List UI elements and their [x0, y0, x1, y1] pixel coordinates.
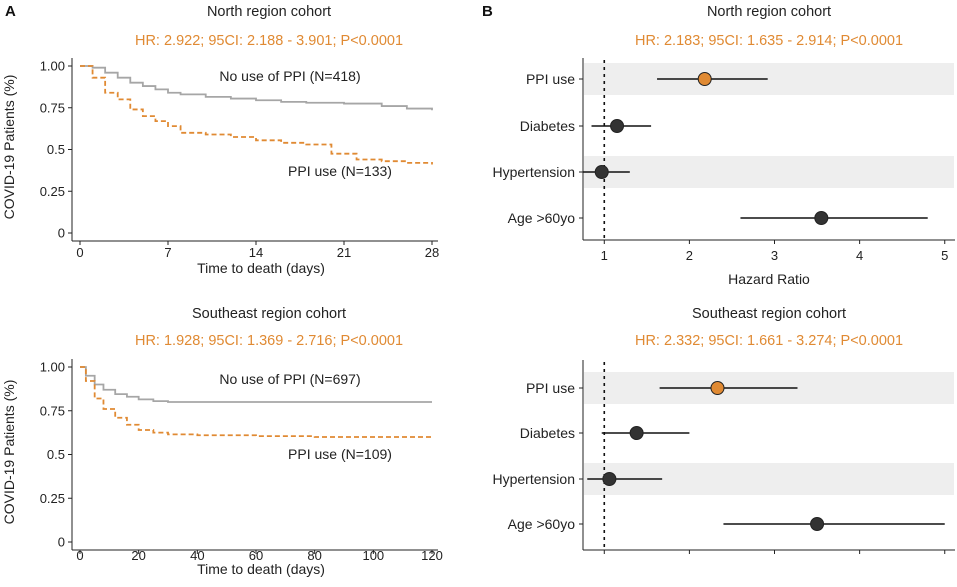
- row-label: Age >60yo: [508, 210, 576, 226]
- survival-curve-no-ppi: [80, 65, 433, 111]
- x-tick-label: 5: [941, 248, 948, 263]
- row-label: Diabetes: [520, 425, 575, 441]
- x-tick-label: 21: [337, 245, 351, 260]
- chart-title: Southeast region cohort: [692, 306, 846, 322]
- chart-title: Southeast region cohort: [192, 306, 346, 322]
- x-tick-label: 4: [856, 248, 863, 263]
- hazard-ratio-point: [710, 381, 725, 395]
- y-tick-label: 0.5: [47, 447, 65, 462]
- hazard-ratio-summary: HR: 2.332; 95CI: 1.661 - 3.274; P<0.0001: [635, 333, 903, 349]
- x-tick-label: 3: [771, 248, 778, 263]
- y-tick-label: 0: [58, 535, 65, 550]
- row-label: Age >60yo: [508, 516, 576, 532]
- y-tick-label: 0.75: [40, 403, 65, 418]
- x-tick-label: 40: [190, 548, 204, 563]
- hazard-ratio-point: [594, 165, 609, 179]
- row-label: Hypertension: [493, 471, 576, 487]
- x-axis-label: Hazard Ratio: [728, 271, 810, 287]
- row-label: PPI use: [526, 71, 575, 87]
- y-tick-label: 0.25: [40, 184, 65, 199]
- forest-southeast-chart: Southeast region cohort HR: 2.332; 95CI: …: [493, 306, 955, 554]
- panel-label-b: B: [482, 3, 493, 20]
- x-tick-label: 0: [76, 548, 83, 563]
- series-label-no-ppi: No use of PPI (N=697): [219, 371, 360, 387]
- hazard-ratio-point: [810, 517, 825, 531]
- y-tick-label: 0.25: [40, 491, 65, 506]
- hazard-ratio-point: [610, 119, 625, 133]
- y-tick-label: 1.00: [40, 360, 65, 375]
- row-label: Diabetes: [520, 118, 575, 134]
- y-axis-label: COVID-19 Patients (%): [1, 380, 17, 525]
- survival-curve-ppi: [80, 65, 433, 165]
- row-band: [584, 63, 954, 95]
- x-tick-label: 1: [601, 248, 608, 263]
- row-band: [584, 156, 954, 188]
- chart-title: North region cohort: [707, 4, 831, 20]
- hazard-ratio-point: [629, 426, 644, 440]
- y-tick-label: 0.5: [47, 142, 65, 157]
- y-tick-label: 0.75: [40, 100, 65, 115]
- x-tick-label: 100: [362, 548, 384, 563]
- x-tick-label: 20: [131, 548, 145, 563]
- x-tick-label: 2: [686, 248, 693, 263]
- chart-title: North region cohort: [207, 4, 331, 20]
- hazard-ratio-point: [697, 72, 712, 86]
- x-axis-label: Time to death (days): [197, 260, 325, 276]
- hazard-ratio-summary: HR: 1.928; 95CI: 1.369 - 2.716; P<0.0001: [135, 333, 403, 349]
- hazard-ratio-point: [602, 472, 617, 486]
- x-axis-label: Time to death (days): [197, 561, 325, 577]
- y-tick-label: 1.00: [40, 59, 65, 74]
- x-tick-label: 80: [307, 548, 321, 563]
- series-label-no-ppi: No use of PPI (N=418): [219, 68, 360, 84]
- x-tick-label: 60: [249, 548, 263, 563]
- hazard-ratio-summary: HR: 2.183; 95CI: 1.635 - 2.914; P<0.0001: [635, 33, 903, 49]
- hazard-ratio-summary: HR: 2.922; 95CI: 2.188 - 3.901; P<0.0001: [135, 33, 403, 49]
- x-tick-label: 120: [421, 548, 443, 563]
- survival-curve-ppi: [80, 366, 433, 438]
- row-label: Hypertension: [493, 164, 576, 180]
- forest-north-chart: North region cohort HR: 2.183; 95CI: 1.63…: [493, 4, 955, 287]
- panel-label-a: A: [5, 3, 16, 20]
- x-tick-label: 14: [249, 245, 263, 260]
- km-north-chart: North region cohort HR: 2.922; 95CI: 2.18…: [1, 4, 439, 276]
- hazard-ratio-point: [814, 211, 829, 225]
- km-southeast-chart: Southeast region cohort HR: 1.928; 95CI: …: [1, 306, 443, 577]
- y-axis-label: COVID-19 Patients (%): [1, 75, 17, 220]
- series-label-ppi: PPI use (N=133): [288, 163, 392, 179]
- row-label: PPI use: [526, 380, 575, 396]
- series-label-ppi: PPI use (N=109): [288, 446, 392, 462]
- x-tick-label: 0: [76, 245, 83, 260]
- x-tick-label: 7: [164, 245, 171, 260]
- y-tick-label: 0: [58, 226, 65, 241]
- x-tick-label: 28: [425, 245, 439, 260]
